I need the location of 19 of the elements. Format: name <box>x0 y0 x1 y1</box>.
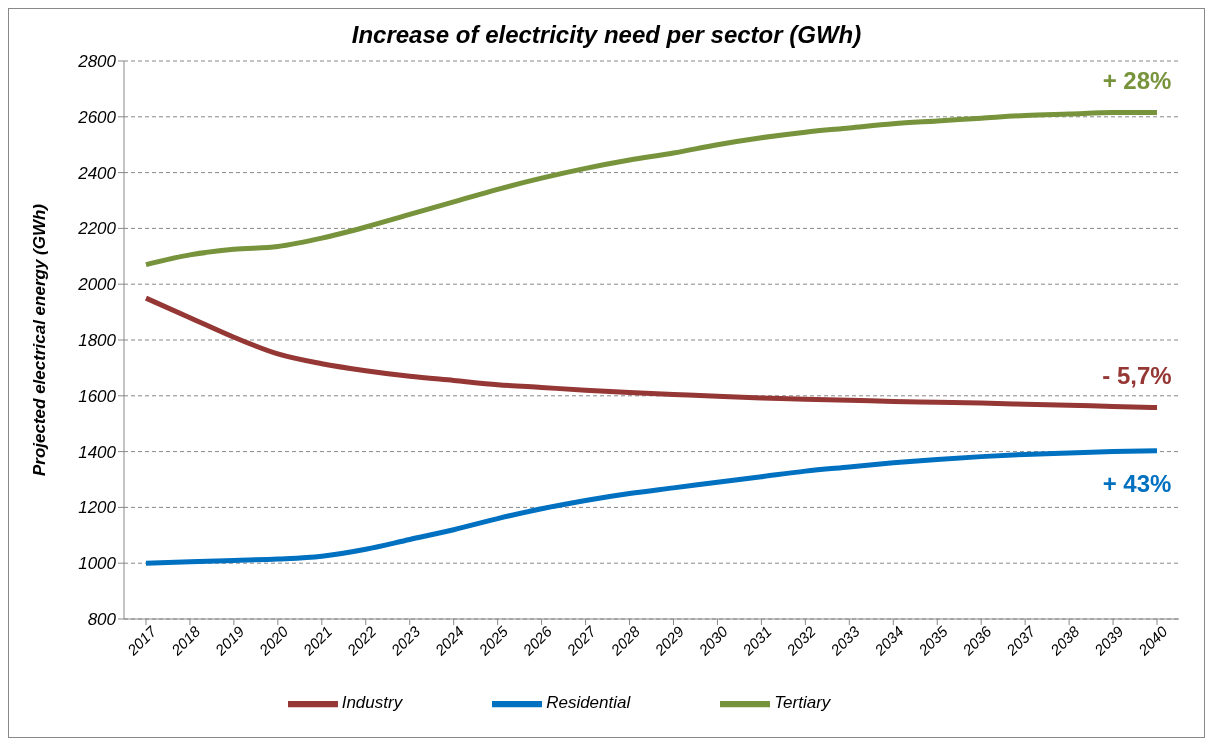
y-tick-label: 1400 <box>78 442 117 462</box>
y-tick-label: 1000 <box>78 554 117 574</box>
legend-label: Residential <box>546 693 631 713</box>
y-tick-label: 1600 <box>78 386 117 406</box>
chart-title: Increase of electricity need per sector (GWh) <box>350 20 863 49</box>
y-tick-label: 2200 <box>77 219 117 239</box>
y-tick-label: 2000 <box>77 275 117 295</box>
y-tick-label: 2400 <box>77 163 117 183</box>
annotation: + 28% <box>1102 66 1172 94</box>
y-axis-title: Projected electrical energy (GWh) <box>30 203 50 477</box>
y-tick-label: 800 <box>87 610 117 630</box>
y-tick-label: 2800 <box>77 52 117 72</box>
legend-label: Tertiary <box>774 693 831 713</box>
annotation: + 43% <box>1102 469 1172 497</box>
annotation: - 5,7% <box>1102 361 1172 389</box>
y-tick-label: 1800 <box>78 331 117 351</box>
y-tick-label: 1200 <box>78 498 117 518</box>
legend-label: Industry <box>341 693 403 713</box>
y-tick-label: 2600 <box>77 107 117 127</box>
